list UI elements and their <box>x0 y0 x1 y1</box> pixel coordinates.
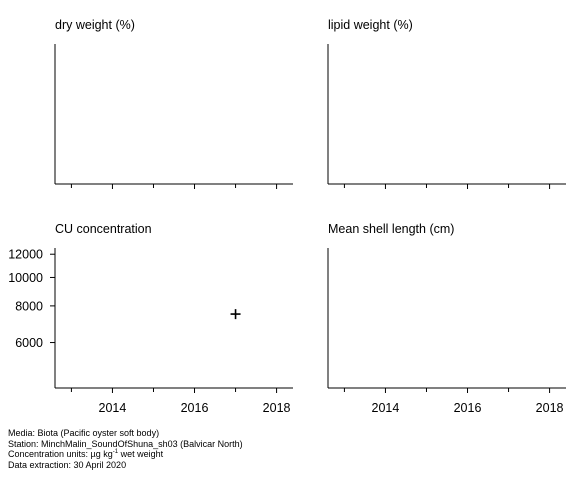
panel-title: Mean shell length (cm) <box>328 222 454 236</box>
footer-units-prefix: Concentration units: µg kg <box>8 449 113 459</box>
y-tick-label: 8000 <box>15 299 43 313</box>
footer-units-suffix: wet weight <box>118 449 164 459</box>
footer-station: Station: MinchMalin_SoundOfShuna_sh03 (B… <box>8 438 243 449</box>
x-tick-label: 2014 <box>99 401 127 415</box>
panel-title: dry weight (%) <box>55 18 135 32</box>
x-tick-label: 2018 <box>536 401 564 415</box>
x-tick-label: 2018 <box>263 401 291 415</box>
footer-media: Media: Biota (Pacific oyster soft body) <box>8 428 160 438</box>
footer-units: Concentration units: µg kg-1 wet weight <box>8 449 243 460</box>
data-point <box>230 309 241 320</box>
y-tick-label: 6000 <box>15 336 43 350</box>
chart-footer: Media: Biota (Pacific oyster soft body) … <box>8 428 243 470</box>
footer-units-exponent: -1 <box>112 449 119 455</box>
panel-title: lipid weight (%) <box>328 18 413 32</box>
y-tick-label: 10000 <box>8 271 43 285</box>
panel-title: CU concentration <box>55 222 152 236</box>
x-tick-label: 2016 <box>181 401 209 415</box>
y-tick-label: 12000 <box>8 248 43 262</box>
footer-extraction: Data extraction: 30 April 2020 <box>8 459 127 470</box>
x-tick-label: 2016 <box>454 401 482 415</box>
x-tick-label: 2014 <box>372 401 400 415</box>
